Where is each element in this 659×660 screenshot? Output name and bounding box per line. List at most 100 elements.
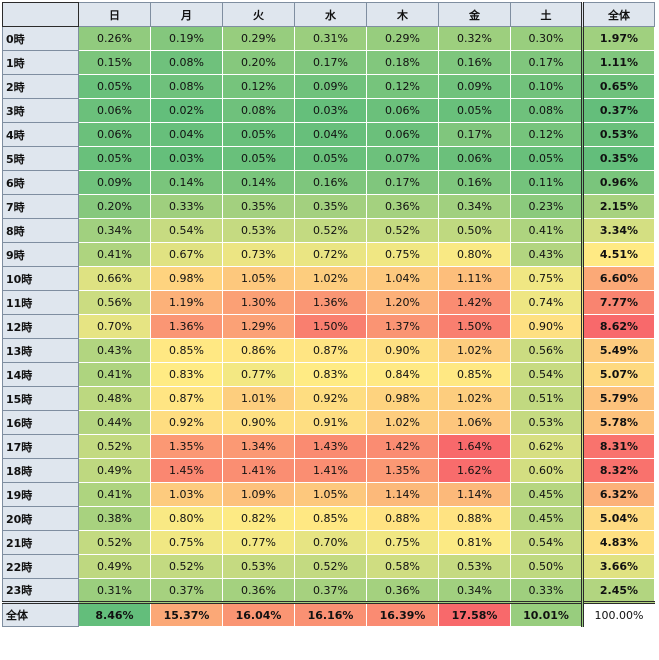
hour-total-cell: 0.37% — [581, 98, 655, 123]
heatmap-cell: 1.14% — [438, 482, 511, 507]
hour-row: 21時 0.52% 0.75% 0.77% 0.70% 0.75% 0.81% 0.54% 4.… — [2, 530, 655, 555]
heatmap-cell: 0.49% — [78, 554, 151, 579]
heatmap-cell: 0.66% — [78, 266, 151, 291]
row-header: 11時 — [2, 290, 79, 315]
heatmap-cell: 1.02% — [366, 410, 439, 435]
heatmap-cell: 0.51% — [510, 386, 583, 411]
heatmap-cell: 0.43% — [78, 338, 151, 363]
heatmap-cell: 0.09% — [294, 74, 367, 99]
heatmap-cell: 0.83% — [150, 362, 223, 387]
day-total-cell: 16.39% — [366, 601, 439, 627]
heatmap-cell: 0.45% — [510, 506, 583, 531]
hour-total-cell: 6.32% — [581, 482, 655, 507]
heatmap-cell: 1.36% — [150, 314, 223, 339]
heatmap-cell: 1.37% — [366, 314, 439, 339]
hour-total-cell: 5.78% — [581, 410, 655, 435]
day-total-cell: 10.01% — [510, 601, 583, 627]
heatmap-cell: 0.10% — [510, 74, 583, 99]
heatmap-cell: 0.05% — [510, 146, 583, 171]
heatmap-cell: 0.41% — [510, 218, 583, 243]
heatmap-cell: 0.54% — [510, 530, 583, 555]
heatmap-cell: 0.56% — [78, 290, 151, 315]
heatmap-cell: 0.37% — [294, 578, 367, 603]
col-header-fri: 金 — [438, 2, 511, 27]
heatmap-cell: 0.77% — [222, 530, 295, 555]
heatmap-cell: 1.50% — [438, 314, 511, 339]
day-total-cell: 16.04% — [222, 601, 295, 627]
heatmap-cell: 0.09% — [78, 170, 151, 195]
heatmap-cell: 0.41% — [78, 362, 151, 387]
heatmap-cell: 1.42% — [366, 434, 439, 459]
hour-row: 20時 0.38% 0.80% 0.82% 0.85% 0.88% 0.88% 0.45% 5.… — [2, 506, 655, 531]
heatmap-cell: 0.31% — [294, 26, 367, 51]
hour-total-cell: 5.07% — [581, 362, 655, 387]
heatmap-cell: 0.26% — [78, 26, 151, 51]
grand-total-label: 全体 — [2, 601, 79, 627]
heatmap-cell: 0.04% — [150, 122, 223, 147]
heatmap-cell: 0.75% — [150, 530, 223, 555]
row-header: 17時 — [2, 434, 79, 459]
heatmap-cell: 0.44% — [78, 410, 151, 435]
grand-total-row: 全体 8.46% 15.37% 16.04% 16.16% 16.39% 17.58% 10.… — [2, 601, 655, 627]
header-row: 日 月 火 水 木 金 土 全体 — [2, 2, 655, 27]
heatmap-cell: 1.41% — [222, 458, 295, 483]
heatmap-cell: 0.12% — [366, 74, 439, 99]
heatmap-cell: 0.62% — [510, 434, 583, 459]
hour-total-cell: 8.62% — [581, 314, 655, 339]
heatmap-cell: 0.50% — [510, 554, 583, 579]
heatmap-cell: 1.02% — [294, 266, 367, 291]
row-header: 4時 — [2, 122, 79, 147]
col-header-mon: 月 — [150, 2, 223, 27]
heatmap-cell: 0.88% — [366, 506, 439, 531]
heatmap-cell: 0.45% — [510, 482, 583, 507]
heatmap-cell: 0.20% — [222, 50, 295, 75]
heatmap-cell: 0.85% — [438, 362, 511, 387]
overall-total-cell: 100.00% — [581, 601, 655, 627]
hour-total-cell: 7.77% — [581, 290, 655, 315]
heatmap-cell: 1.62% — [438, 458, 511, 483]
heatmap-cell: 1.02% — [438, 386, 511, 411]
heatmap-cell: 1.41% — [294, 458, 367, 483]
heatmap-cell: 0.90% — [366, 338, 439, 363]
heatmap-cell: 0.06% — [78, 98, 151, 123]
heatmap-cell: 0.09% — [438, 74, 511, 99]
row-header: 23時 — [2, 578, 79, 603]
hour-row: 14時 0.41% 0.83% 0.77% 0.83% 0.84% 0.85% 0.54% 5.… — [2, 362, 655, 387]
heatmap-cell: 0.74% — [510, 290, 583, 315]
heatmap-cell: 1.35% — [150, 434, 223, 459]
heatmap-cell: 0.53% — [222, 218, 295, 243]
heatmap-cell: 0.03% — [150, 146, 223, 171]
hour-total-cell: 2.15% — [581, 194, 655, 219]
row-header: 3時 — [2, 98, 79, 123]
row-header: 1時 — [2, 50, 79, 75]
col-header-total: 全体 — [581, 2, 655, 27]
row-header: 14時 — [2, 362, 79, 387]
heatmap-cell: 0.04% — [294, 122, 367, 147]
heatmap-cell: 1.11% — [438, 266, 511, 291]
hour-total-cell: 0.96% — [581, 170, 655, 195]
heatmap-cell: 0.52% — [294, 218, 367, 243]
hour-row: 1時 0.15% 0.08% 0.20% 0.17% 0.18% 0.16% 0.17% 1.1… — [2, 50, 655, 75]
row-header: 8時 — [2, 218, 79, 243]
heatmap-cell: 0.29% — [366, 26, 439, 51]
heatmap-cell: 0.50% — [438, 218, 511, 243]
row-header: 18時 — [2, 458, 79, 483]
row-header: 19時 — [2, 482, 79, 507]
heatmap-cell: 0.41% — [78, 242, 151, 267]
heatmap-cell: 0.06% — [78, 122, 151, 147]
heatmap-cell: 0.16% — [438, 170, 511, 195]
heatmap-cell: 0.17% — [294, 50, 367, 75]
hour-row: 10時 0.66% 0.98% 1.05% 1.02% 1.04% 1.11% 0.75% 6.… — [2, 266, 655, 291]
hour-total-cell: 5.04% — [581, 506, 655, 531]
hour-row: 18時 0.49% 1.45% 1.41% 1.41% 1.35% 1.62% 0.60% 8.… — [2, 458, 655, 483]
heatmap-cell: 0.17% — [510, 50, 583, 75]
heatmap-cell: 0.70% — [294, 530, 367, 555]
hour-total-cell: 8.32% — [581, 458, 655, 483]
heatmap-cell: 0.98% — [366, 386, 439, 411]
heatmap-cell: 0.08% — [222, 98, 295, 123]
heatmap-cell: 0.52% — [294, 554, 367, 579]
heatmap-cell: 0.08% — [510, 98, 583, 123]
heatmap-cell: 1.42% — [438, 290, 511, 315]
hour-total-cell: 5.49% — [581, 338, 655, 363]
hour-row: 19時 0.41% 1.03% 1.09% 1.05% 1.14% 1.14% 0.45% 6.… — [2, 482, 655, 507]
